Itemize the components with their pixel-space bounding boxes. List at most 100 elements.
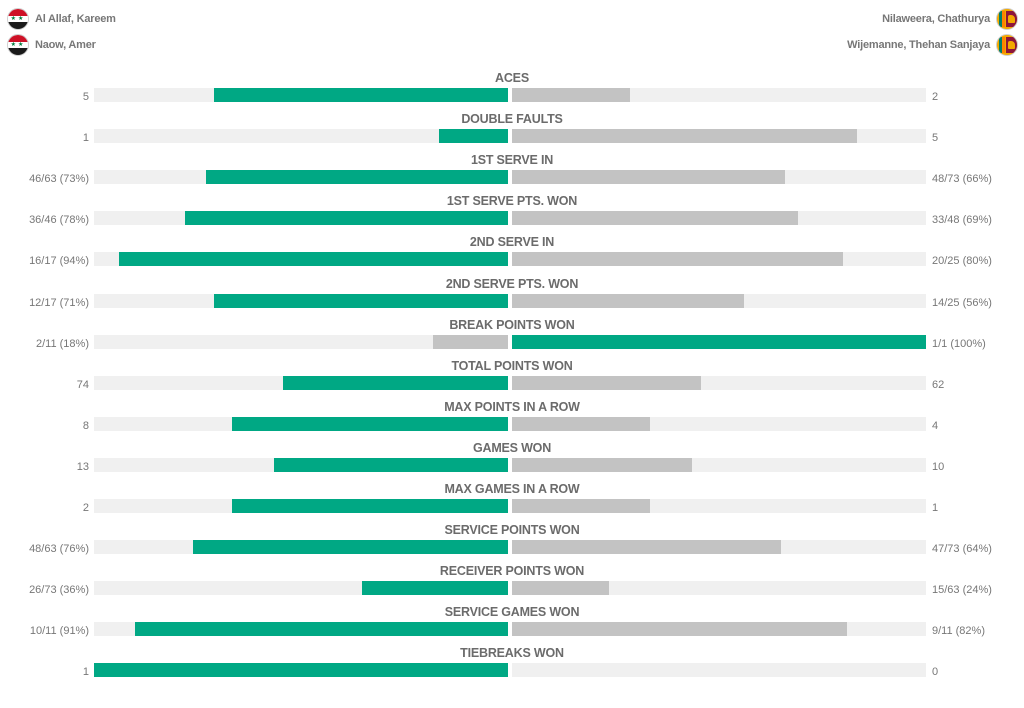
- stat-track-right: [512, 499, 926, 513]
- stat-value-left: 2/11 (18%): [36, 337, 89, 350]
- stat-row: BREAK POINTS WON 2/11 (18%) 1/1 (100%): [0, 316, 1024, 357]
- stat-value-left: 16/17 (94%): [29, 255, 89, 268]
- stat-value-right: 14/25 (56%): [932, 296, 992, 309]
- stat-track-right: [512, 293, 926, 308]
- stat-bar-left: [193, 540, 508, 555]
- stat-row: DOUBLE FAULTS 1 5: [0, 110, 1024, 151]
- stat-track-right: [512, 211, 926, 226]
- stat-bar-right: [512, 252, 844, 267]
- stat-value-right: 33/48 (69%): [932, 214, 992, 227]
- stat-bar-left: [433, 334, 508, 349]
- syria-flag-icon: ★★: [7, 34, 29, 56]
- stat-label: BREAK POINTS WON: [449, 317, 575, 332]
- player-name: Al Allaf, Kareem: [35, 13, 116, 25]
- stat-track-left: [94, 540, 508, 555]
- stat-label: MAX GAMES IN A ROW: [444, 482, 580, 496]
- stat-track-left: [94, 375, 508, 390]
- stat-row: TOTAL POINTS WON 74 62: [0, 357, 1024, 398]
- stat-track-left: [94, 211, 508, 226]
- stat-track-right: [512, 88, 926, 102]
- stat-value-right: 20/25 (80%): [932, 255, 992, 268]
- syria-flag-icon: ★★: [7, 8, 29, 30]
- stat-label: SERVICE POINTS WON: [444, 523, 580, 538]
- stat-bar-right: [512, 211, 798, 226]
- stat-row: SERVICE GAMES WON 10/11 (91%) 9/11 (82%): [0, 603, 1024, 644]
- stat-value-right: 4: [932, 419, 939, 432]
- stat-track-left: [94, 416, 508, 431]
- stat-value-right: 47/73 (64%): [932, 543, 992, 556]
- stat-track-right: [512, 129, 926, 144]
- sri-lanka-flag-icon: [996, 8, 1018, 30]
- stat-value-left: 46/63 (73%): [29, 173, 89, 186]
- stat-row: MAX POINTS IN A ROW 8 4: [0, 398, 1024, 439]
- stat-track-left: [94, 252, 508, 267]
- stat-label: 1ST SERVE PTS. WON: [446, 194, 578, 209]
- stat-value-right: 15/63 (24%): [932, 584, 992, 597]
- stat-value-right: 2: [932, 91, 939, 103]
- stat-value-left: 5: [82, 91, 89, 103]
- stat-bar-left: [94, 663, 508, 678]
- stat-bar-left: [282, 375, 508, 390]
- player-right-1: Nilaweera, Chathurya: [882, 7, 1018, 31]
- stat-row: 2ND SERVE PTS. WON 12/17 (71%) 14/25 (56%): [0, 275, 1024, 316]
- stat-bar-right: [512, 170, 786, 185]
- stat-label: 2ND SERVE PTS. WON: [445, 276, 579, 291]
- stat-bar-right: [512, 129, 857, 144]
- stat-value-right: 5: [932, 132, 939, 145]
- stat-label: SERVICE GAMES WON: [444, 605, 580, 620]
- stat-track-right: [512, 581, 926, 596]
- stat-value-left: 26/73 (36%): [29, 584, 89, 597]
- stat-row: TIEBREAKS WON 1 0: [0, 644, 1024, 685]
- stat-track-left: [94, 129, 508, 144]
- stat-value-left: 48/63 (76%): [29, 543, 89, 556]
- stat-value-right: 10: [932, 460, 945, 473]
- stat-value-right: 1: [932, 502, 939, 514]
- stat-row: 1ST SERVE IN 46/63 (73%) 48/73 (66%): [0, 151, 1024, 192]
- stat-track-left: [94, 334, 508, 349]
- stat-value-left: 8: [82, 419, 89, 432]
- stat-bar-left: [185, 211, 508, 226]
- player-left-2: ★★ Naow, Amer: [7, 33, 96, 57]
- stat-row: MAX GAMES IN A ROW 2 1: [0, 480, 1024, 521]
- stat-track-right: [512, 416, 926, 431]
- stat-bar-right: [512, 375, 701, 390]
- stat-track-left: [94, 457, 508, 472]
- stat-value-left: 12/17 (71%): [29, 296, 89, 309]
- stat-label: TOTAL POINTS WON: [451, 358, 573, 373]
- stat-bar-left: [231, 416, 508, 431]
- stat-value-left: 13: [76, 460, 89, 473]
- stat-row: ACES 5 2: [0, 69, 1024, 110]
- player-name: Nilaweera, Chathurya: [882, 13, 990, 25]
- stat-value-right: 0: [932, 666, 939, 679]
- stat-row: GAMES WON 13 10: [0, 439, 1024, 480]
- stat-track-right: [512, 540, 926, 555]
- stat-bar-right: [512, 334, 926, 349]
- player-name: Wijemanne, Thehan Sanjaya: [847, 39, 990, 51]
- stat-row: SERVICE POINTS WON 48/63 (76%) 47/73 (64%): [0, 521, 1024, 562]
- stat-bar-left: [274, 457, 508, 472]
- stat-track-left: [94, 663, 508, 678]
- stat-value-left: 74: [76, 378, 89, 391]
- stat-bar-right: [512, 88, 630, 102]
- stat-label: MAX POINTS IN A ROW: [444, 399, 580, 414]
- stat-bar-right: [512, 416, 650, 431]
- stat-row: 1ST SERVE PTS. WON 36/46 (78%) 33/48 (69%): [0, 192, 1024, 233]
- stat-bar-left: [118, 252, 508, 267]
- stat-track-right: [512, 622, 926, 637]
- stat-track-right: [512, 457, 926, 472]
- stat-value-right: 62: [932, 378, 945, 391]
- stat-bar-right: [512, 293, 744, 308]
- stat-track-right: [512, 663, 926, 678]
- stat-bar-right: [512, 622, 848, 637]
- stat-track-right: [512, 252, 926, 267]
- stat-value-right: 1/1 (100%): [932, 337, 986, 350]
- stat-track-left: [94, 499, 508, 513]
- sri-lanka-flag-icon: [996, 34, 1018, 56]
- stat-track-left: [94, 293, 508, 308]
- stat-value-left: 1: [82, 666, 89, 679]
- player-left-1: ★★ Al Allaf, Kareem: [7, 7, 116, 31]
- stat-value-right: 48/73 (66%): [932, 173, 992, 186]
- stat-value-left: 1: [82, 132, 89, 145]
- stat-row: RECEIVER POINTS WON 26/73 (36%) 15/63 (24%…: [0, 562, 1024, 603]
- stat-bar-right: [512, 540, 782, 555]
